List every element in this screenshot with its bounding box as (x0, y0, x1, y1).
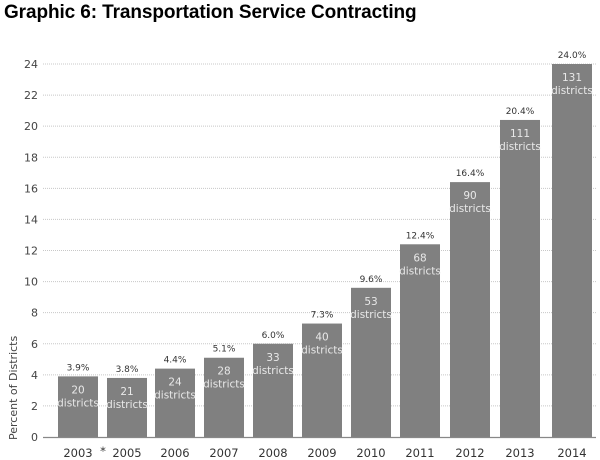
y-tick-label: 18 (24, 151, 38, 164)
y-tick-label: 14 (24, 213, 38, 226)
data-label-percent: 3.9% (67, 363, 90, 373)
y-tick-label: 10 (24, 276, 38, 289)
bar-2013 (500, 119, 540, 437)
x-tick-label: 2012 (455, 446, 484, 460)
x-tick-label: 2003 (63, 446, 92, 460)
data-label-percent: 4.4% (164, 356, 187, 366)
y-tick-label: 4 (31, 369, 38, 382)
y-tick-label: 22 (24, 89, 38, 102)
data-label-count: 111 (510, 128, 530, 140)
data-label-count: 40 (315, 332, 328, 344)
data-label-percent: 3.8% (116, 365, 139, 375)
x-tick-label: 2006 (160, 446, 189, 460)
bar-2006 (155, 368, 195, 437)
data-labels: 3.9%20districts3.8%21districts4.4%24dist… (57, 51, 593, 411)
annotation-asterisk: * (100, 444, 106, 458)
data-label-count: 24 (168, 377, 182, 389)
data-label-districts: districts (203, 379, 245, 391)
data-label-districts: districts (301, 345, 343, 357)
bar-2009 (302, 323, 342, 437)
data-label-percent: 9.6% (360, 275, 383, 285)
y-tick-label: 8 (31, 307, 38, 320)
y-tick-label: 2 (31, 400, 38, 413)
x-tick-label: 2007 (209, 446, 238, 460)
bar-2011 (400, 244, 440, 437)
x-tick-label: 2010 (356, 446, 385, 460)
data-label-districts: districts (449, 203, 491, 215)
chart-title: Graphic 6: Transportation Service Contra… (4, 2, 417, 23)
y-tick-label: 6 (31, 338, 38, 351)
data-label-count: 28 (217, 366, 230, 378)
x-tick-label: 2009 (307, 446, 336, 460)
x-tick-label: 2011 (405, 446, 434, 460)
data-label-percent: 7.3% (311, 311, 334, 321)
bar-2003 (58, 376, 98, 437)
data-label-count: 20 (71, 384, 84, 396)
data-label-districts: districts (399, 265, 441, 277)
y-axis-label: Percent of Districts (7, 336, 20, 440)
data-label-count: 68 (413, 252, 426, 264)
data-label-districts: districts (154, 390, 196, 402)
data-label-districts: districts (350, 309, 392, 321)
data-label-percent: 24.0% (558, 51, 587, 61)
bar-2010 (351, 287, 391, 437)
y-tick-label: 20 (24, 120, 38, 133)
x-tick-label: 2008 (258, 446, 287, 460)
data-label-districts: districts (57, 397, 99, 409)
data-label-percent: 16.4% (456, 169, 485, 179)
bar-2007 (204, 357, 244, 437)
bars (58, 64, 592, 437)
y-tick-label: 16 (24, 182, 38, 195)
x-tick-label: 2005 (112, 446, 141, 460)
data-label-percent: 6.0% (262, 331, 285, 341)
data-label-percent: 5.1% (213, 345, 236, 355)
data-label-count: 90 (463, 190, 476, 202)
data-label-count: 131 (562, 72, 582, 84)
bar-2012 (450, 182, 490, 437)
y-tick-label: 0 (31, 431, 38, 444)
data-label-percent: 20.4% (506, 107, 535, 117)
data-label-percent: 12.4% (406, 231, 435, 241)
data-label-districts: districts (106, 399, 148, 411)
x-axis-ticks: 2003 2005 2006 2007 2008 2009 2010 2011 2012 2013… (63, 446, 586, 460)
bar-2005 (107, 377, 147, 437)
bar-2014 (552, 64, 592, 437)
x-tick-label: 2013 (505, 446, 534, 460)
data-label-districts: districts (499, 141, 541, 153)
bar-2008 (253, 343, 293, 437)
x-tick-label: 2014 (557, 446, 586, 460)
y-tick-label: 24 (24, 58, 38, 71)
data-label-count: 33 (266, 352, 279, 364)
y-tick-label: 12 (24, 245, 38, 258)
data-label-districts: districts (252, 365, 294, 377)
data-label-count: 53 (364, 296, 377, 308)
data-label-count: 21 (120, 386, 133, 398)
data-label-districts: districts (551, 85, 593, 97)
